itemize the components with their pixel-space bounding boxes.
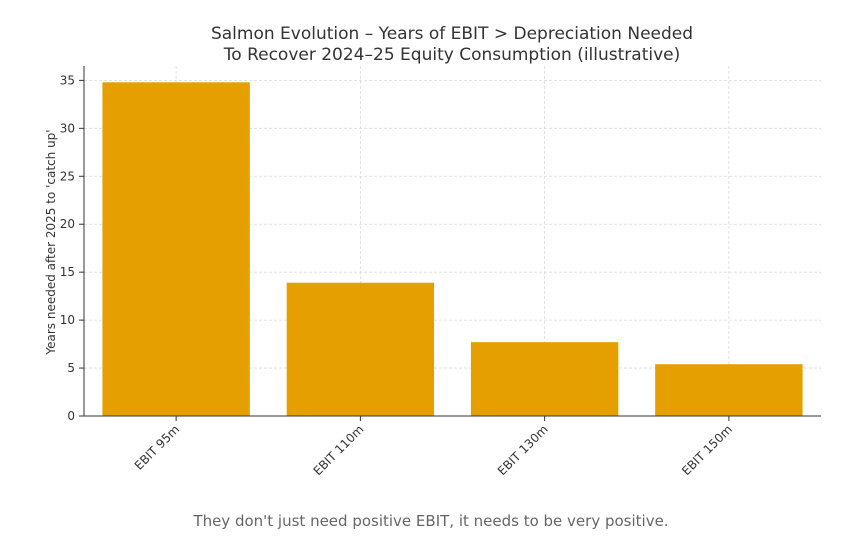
y-tick-label: 0	[67, 409, 75, 423]
chart-caption: They don't just need positive EBIT, it n…	[193, 512, 669, 530]
x-tick-label: EBIT 95m	[132, 422, 183, 473]
bars	[102, 82, 803, 417]
chart-title-line-2: To Recover 2024–25 Equity Consumption (i…	[223, 45, 680, 65]
x-tick-label: EBIT 130m	[495, 422, 551, 478]
bar	[470, 342, 619, 416]
bar	[655, 364, 803, 416]
x-tick-label: EBIT 150m	[679, 422, 735, 478]
y-tick-label: 30	[60, 121, 75, 135]
y-tick-label: 10	[60, 313, 75, 327]
chart: Salmon Evolution – Years of EBIT > Depre…	[44, 24, 821, 478]
bar	[286, 282, 435, 416]
bar	[102, 82, 250, 417]
y-tick-label: 35	[60, 73, 75, 87]
y-tick-label: 15	[60, 265, 75, 279]
y-tick-label: 25	[60, 169, 75, 183]
y-axis-label: Years needed after 2025 to 'catch up'	[44, 129, 58, 355]
y-tick-label: 20	[60, 217, 75, 231]
x-tick-label: EBIT 110m	[311, 422, 367, 478]
bar-chart: Salmon Evolution – Years of EBIT > Depre…	[44, 24, 821, 478]
chart-title-line-1: Salmon Evolution – Years of EBIT > Depre…	[211, 24, 693, 44]
y-tick-label: 5	[67, 361, 75, 375]
